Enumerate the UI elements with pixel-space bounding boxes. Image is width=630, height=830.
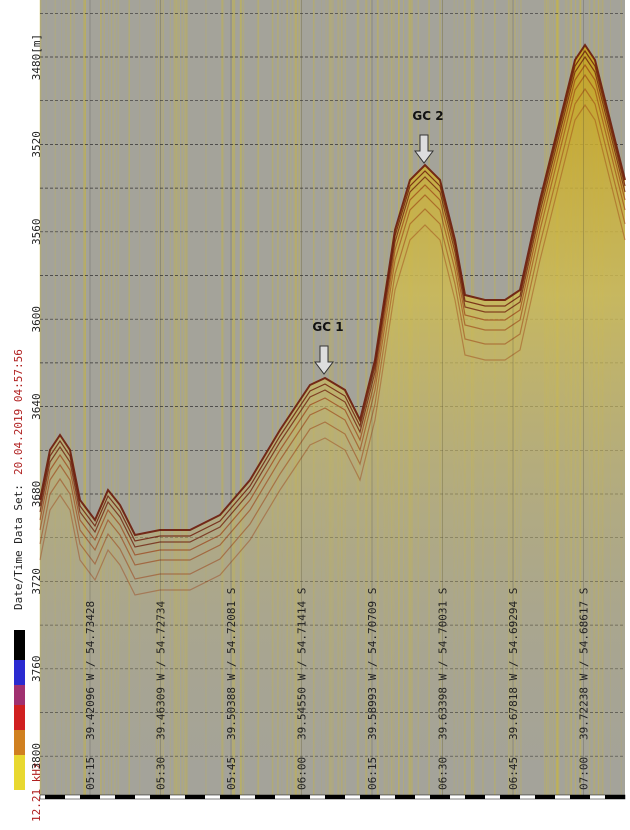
frequency: 12.21 kHz: [30, 762, 43, 822]
ruler-block: [255, 795, 275, 799]
annotation: GC 1: [312, 320, 343, 334]
position-label: 39.58993 W / 54.70709 S: [366, 588, 379, 740]
time-label: 06:00: [296, 757, 309, 790]
depth-label: 3680: [30, 481, 43, 508]
position-label: 39.46309 W / 54.72734: [155, 601, 168, 740]
position-label: 39.63398 W / 54.70031 S: [437, 588, 450, 740]
reflector: [39, 49, 626, 542]
scale-black: [14, 630, 25, 660]
dataset-datetime: 20.04.2019 04:57:56: [12, 349, 25, 475]
scale-orange: [14, 730, 25, 755]
reflector: [39, 43, 626, 537]
scale-purple: [14, 685, 25, 705]
time-label: 05:30: [155, 757, 168, 790]
depth-label: 3520: [30, 131, 43, 158]
position-label: 39.72238 W / 54.68617 S: [578, 588, 591, 740]
ruler-block: [115, 795, 135, 799]
depth-label: 3760: [30, 656, 43, 683]
bottom-ruler: [39, 794, 626, 800]
ruler-block: [80, 795, 100, 799]
ruler-block: [325, 795, 345, 799]
ruler-block: [45, 795, 65, 799]
ruler-block: [185, 795, 205, 799]
scale-yellow: [14, 755, 25, 790]
reflector: [39, 55, 626, 548]
time-label: 05:15: [84, 757, 97, 790]
time-label: 07:00: [578, 757, 591, 790]
position-label: 39.42096 W / 54.73428: [84, 601, 97, 740]
time-label: 06:30: [437, 757, 450, 790]
time-label: 05:45: [225, 757, 238, 790]
ruler-block: [395, 795, 415, 799]
gc1-arrow: [314, 345, 334, 375]
gc2-arrow: [414, 134, 434, 164]
reflector: [39, 63, 626, 556]
ruler-block: [290, 795, 310, 799]
scale-blue: [14, 660, 25, 685]
reflector: [39, 73, 626, 566]
depth-label: 3720: [30, 568, 43, 595]
ruler-block: [535, 795, 555, 799]
depth-label: 3600: [30, 306, 43, 333]
time-label: 06:45: [507, 757, 520, 790]
reflector: [39, 87, 626, 580]
ruler-block: [465, 795, 485, 799]
depth-label: 3480[m]: [30, 34, 43, 80]
scale-red: [14, 705, 25, 730]
time-label: 06:15: [366, 757, 379, 790]
ruler-block: [500, 795, 520, 799]
ruler-block: [605, 795, 625, 799]
annotation: GC 2: [412, 109, 443, 123]
depth-label: 3560: [30, 219, 43, 246]
ruler-block: [570, 795, 590, 799]
ruler-block: [360, 795, 380, 799]
depth-label: 3640: [30, 393, 43, 420]
ruler-block: [430, 795, 450, 799]
ruler-block: [220, 795, 240, 799]
reflector: [39, 103, 626, 596]
position-label: 39.67818 W / 54.69294 S: [507, 588, 520, 740]
ruler-block: [150, 795, 170, 799]
seafloor-profile: [39, 43, 626, 760]
position-label: 39.54550 W / 54.71414 S: [296, 588, 309, 740]
depth-label: 3800: [30, 743, 43, 770]
dataset-prefix: Date/Time Data Set:: [12, 484, 25, 610]
color-scale: [14, 630, 25, 790]
position-label: 39.50388 W / 54.72081 S: [225, 588, 238, 740]
